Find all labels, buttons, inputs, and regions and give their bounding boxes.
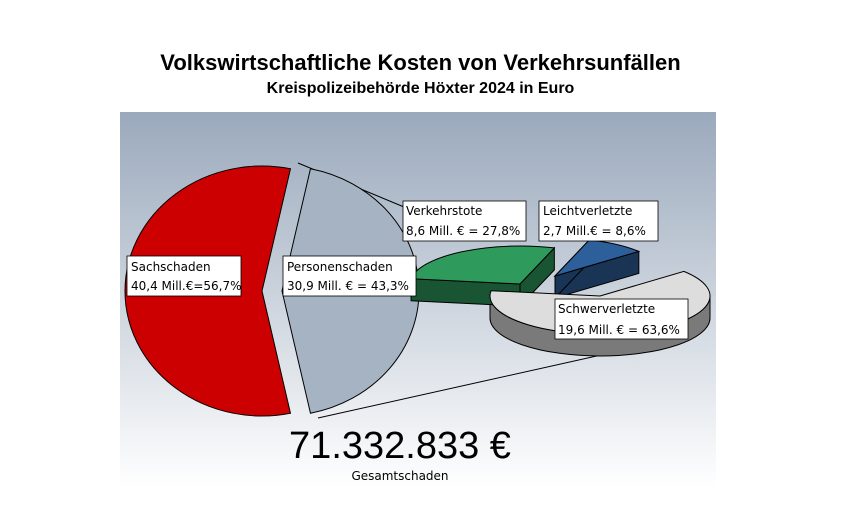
data-label-leichtverletzte-value: 2,7 Mill.€ = 8,6% bbox=[543, 224, 646, 238]
data-label-leichtverletzte-name: Leichtverletzte bbox=[543, 204, 632, 218]
data-label-verkehrstote-name: Verkehrstote bbox=[406, 204, 482, 218]
data-label-schwerverletzte-value: 19,6 Mill. € = 63,6% bbox=[558, 323, 680, 337]
data-label-schwerverletzte-name: Schwerverletzte bbox=[558, 302, 655, 316]
total-caption: Gesamtschaden bbox=[351, 469, 448, 483]
data-label-personenschaden: Personenschaden 30,9 Mill. € = 43,3% bbox=[282, 255, 417, 297]
data-label-sachschaden-name: Sachschaden bbox=[131, 260, 211, 274]
data-label-leichtverletzte: Leichtverletzte 2,7 Mill.€ = 8,6% bbox=[538, 200, 659, 242]
data-label-verkehrstote-value: 8,6 Mill. € = 27,8% bbox=[406, 224, 520, 238]
data-label-sachschaden-value: 40,4 Mill.€=56,7% bbox=[131, 279, 242, 293]
connector-line-bottom bbox=[317, 348, 629, 419]
chart-subtitle: Kreispolizeibehörde Höxter 2024 in Euro bbox=[266, 80, 575, 97]
data-label-verkehrstote: Verkehrstote 8,6 Mill. € = 27,8% bbox=[402, 200, 527, 242]
chart-title: Volkswirtschaftliche Kosten von Verkehrs… bbox=[160, 50, 681, 75]
data-label-schwerverletzte: Schwerverletzte 19,6 Mill. € = 63,6% bbox=[554, 298, 689, 340]
data-label-personenschaden-value: 30,9 Mill. € = 43,3% bbox=[287, 279, 409, 293]
data-label-sachschaden: Sachschaden 40,4 Mill.€=56,7% bbox=[126, 255, 242, 297]
data-label-personenschaden-name: Personenschaden bbox=[287, 260, 393, 274]
total-value: 71.332.833 € bbox=[289, 425, 511, 467]
